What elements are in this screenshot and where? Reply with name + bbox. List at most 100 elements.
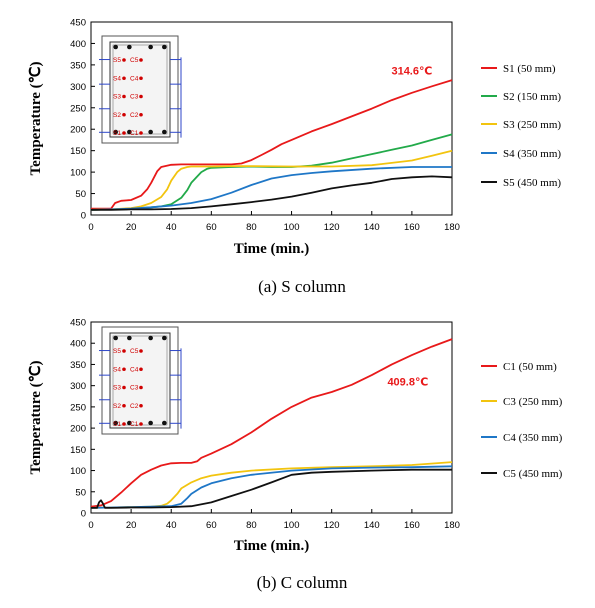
- y-tick-label: 300: [70, 381, 86, 392]
- legend-label: S4 (350 mm): [503, 148, 561, 160]
- series-line-3: [90, 166, 452, 211]
- x-tick-label: 160: [404, 520, 420, 531]
- legend-label: S1 (50 mm): [503, 63, 556, 75]
- rebar-dot: [162, 129, 167, 135]
- rebar-dot: [148, 44, 153, 50]
- sensor-point: [139, 422, 143, 426]
- y-tick-label: 350: [70, 60, 86, 71]
- y-tick-label: 450: [70, 18, 86, 29]
- sensor-point: [122, 385, 126, 390]
- sensor-label-C4: C4: [130, 366, 139, 373]
- y-axis-title: Temperature (℃): [28, 361, 44, 475]
- y-tick-label: 400: [70, 339, 86, 350]
- x-tick-label: 0: [88, 222, 93, 233]
- sensor-label-C5: C5: [130, 57, 139, 64]
- x-tick-label: 0: [88, 520, 93, 531]
- y-tick-label: 250: [70, 402, 86, 413]
- series-line-0: [91, 79, 453, 210]
- sensor-point: [122, 76, 126, 81]
- y-tick-label: 350: [70, 360, 86, 371]
- x-tick-label: 160: [404, 222, 420, 233]
- sensor-label-C2: C2: [130, 112, 139, 119]
- sensor-point: [122, 403, 126, 408]
- y-tick-label: 400: [70, 39, 86, 50]
- y-tick-label: 300: [70, 82, 86, 93]
- x-tick-label: 120: [324, 520, 340, 531]
- sensor-label-S5: S5: [113, 57, 121, 64]
- rebar-dot: [113, 335, 118, 341]
- sensor-label-S5: S5: [113, 348, 121, 355]
- rebar-dot: [148, 420, 153, 426]
- column-section: [109, 332, 171, 429]
- sensor-point: [139, 58, 143, 62]
- series-line-2: [90, 149, 453, 211]
- y-tick-label: 200: [70, 424, 86, 435]
- sensor-point: [122, 112, 126, 117]
- series-line-4: [91, 175, 453, 211]
- sensor-point: [122, 131, 126, 135]
- rebar-dot: [127, 420, 132, 426]
- sensor-label-S1: S1: [113, 421, 121, 428]
- x-tick-label: 60: [206, 520, 217, 531]
- sensor-point: [122, 367, 126, 372]
- x-tick-label: 180: [444, 520, 460, 531]
- series-line-1: [90, 133, 453, 211]
- panel-caption: (b) C column: [257, 573, 348, 592]
- x-tick-label: 60: [206, 222, 217, 233]
- rebar-dot: [127, 129, 132, 135]
- series-line-3: [91, 468, 452, 509]
- x-tick-label: 40: [166, 222, 177, 233]
- legend-label: S5 (450 mm): [503, 177, 561, 189]
- x-tick-label: 180: [444, 222, 460, 233]
- sensor-label-S3: S3: [113, 385, 121, 392]
- sensor-label-C3: C3: [130, 94, 139, 101]
- cross-section-inset: S5 C5 S4 C4 S3 C3 S2 C2 S1 C1: [99, 326, 182, 435]
- sensor-label-C4: C4: [130, 75, 139, 82]
- x-tick-label: 40: [166, 520, 177, 531]
- sensor-label-C1: C1: [130, 130, 139, 137]
- y-tick-label: 50: [75, 487, 86, 498]
- sensor-point: [122, 422, 126, 426]
- plot-frame: [90, 21, 453, 216]
- legend-label: C5 (450 mm): [503, 468, 563, 480]
- chart-panel-a: 0 20 40 60 80 100 120 140 160 180 0 50 100 150 200 250 3…: [28, 18, 561, 297]
- x-tick-label: 80: [246, 222, 257, 233]
- sensor-label-C5: C5: [130, 348, 139, 355]
- y-tick-label: 150: [70, 146, 86, 157]
- x-tick-label: 20: [126, 222, 137, 233]
- y-tick-label: 100: [70, 466, 86, 477]
- y-tick-label: 200: [70, 125, 86, 136]
- rebar-dot: [113, 420, 118, 426]
- rebar-dot: [148, 129, 153, 135]
- panel-caption: (a) S column: [258, 277, 346, 296]
- sensor-point: [139, 76, 143, 81]
- rebar-dot: [162, 420, 167, 426]
- rebar-dot: [148, 335, 153, 341]
- x-tick-label: 120: [324, 222, 340, 233]
- sensor-label-S3: S3: [113, 94, 121, 101]
- sensor-label-S4: S4: [113, 75, 121, 82]
- sensor-point: [139, 367, 143, 372]
- y-tick-label: 450: [70, 318, 86, 329]
- x-tick-label: 100: [284, 222, 300, 233]
- series-line-1: [90, 461, 453, 509]
- rebar-dot: [113, 129, 118, 135]
- x-tick-label: 20: [126, 520, 137, 531]
- legend-label: C4 (350 mm): [503, 432, 563, 444]
- sensor-point: [122, 94, 126, 99]
- series-line-0: [90, 338, 453, 508]
- y-tick-label: 0: [81, 211, 86, 222]
- sensor-label-C3: C3: [130, 385, 139, 392]
- rebar-dot: [127, 335, 132, 341]
- sensor-point: [139, 403, 143, 408]
- y-axis-title: Temperature (℃): [28, 62, 44, 176]
- y-tick-label: 150: [70, 445, 86, 456]
- sensor-label-C2: C2: [130, 403, 139, 410]
- rebar-dot: [127, 44, 132, 50]
- max-temp-annotation: 409.8℃: [387, 377, 428, 389]
- rebar-dot: [162, 335, 167, 341]
- column-section: [109, 41, 171, 138]
- sensor-point: [139, 349, 143, 353]
- y-tick-label: 50: [75, 189, 86, 200]
